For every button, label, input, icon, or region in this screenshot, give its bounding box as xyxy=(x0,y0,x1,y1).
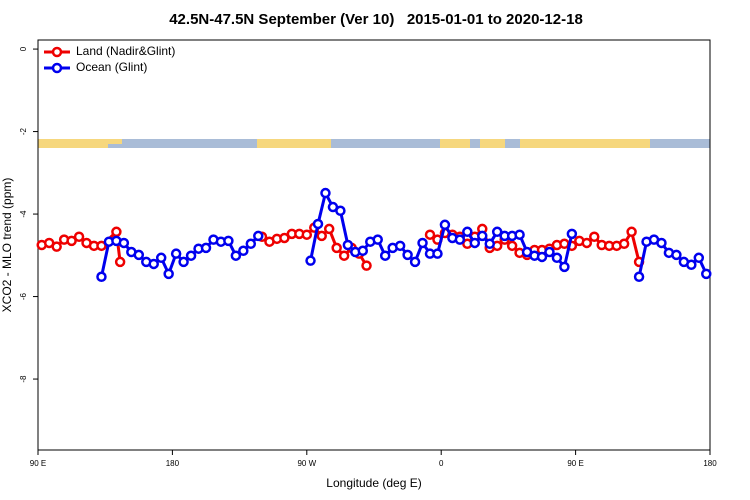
point xyxy=(544,246,555,258)
point xyxy=(432,248,443,259)
point xyxy=(96,240,107,252)
point xyxy=(566,228,578,240)
series-line xyxy=(99,188,708,278)
point xyxy=(484,238,495,250)
point xyxy=(394,240,406,252)
chart-title: 42.5N-47.5N September (Ver 10) 2015-01-0… xyxy=(169,11,583,28)
point xyxy=(626,226,637,238)
point xyxy=(335,205,346,217)
x-tick-label: 180 xyxy=(703,459,717,468)
point xyxy=(253,230,264,242)
point xyxy=(581,237,593,249)
point xyxy=(279,232,290,244)
y-tick-label: 0 xyxy=(19,46,28,51)
legend-label: Land (Nadir&Glint) xyxy=(76,44,175,58)
point xyxy=(185,250,197,261)
point xyxy=(323,223,335,235)
x-axis-label: Longitude (deg E) xyxy=(326,476,421,490)
point xyxy=(491,226,503,238)
point xyxy=(361,260,372,271)
legend-marker xyxy=(51,46,63,58)
point xyxy=(66,235,77,247)
y-tick-label: -2 xyxy=(19,127,28,135)
point xyxy=(338,250,350,261)
point xyxy=(462,226,473,238)
y-tick-label: -4 xyxy=(19,210,28,218)
point xyxy=(230,250,242,261)
point xyxy=(133,249,145,261)
legend-label: Ocean (Glint) xyxy=(76,60,147,74)
point xyxy=(148,258,159,270)
point xyxy=(155,252,167,264)
point xyxy=(536,251,548,263)
point xyxy=(178,256,189,268)
point xyxy=(301,229,313,240)
point xyxy=(342,239,354,251)
point xyxy=(551,252,563,264)
x-tick-label: 180 xyxy=(166,459,180,468)
point xyxy=(96,271,107,283)
point xyxy=(559,261,570,273)
point xyxy=(618,238,630,250)
point xyxy=(469,237,481,249)
point xyxy=(589,231,600,243)
point xyxy=(372,234,383,245)
x-tick-label: 0 xyxy=(439,459,444,468)
point xyxy=(701,268,712,280)
point xyxy=(51,241,62,252)
point xyxy=(477,230,488,242)
point xyxy=(686,259,697,271)
x-tick-label: 90 W xyxy=(297,459,316,468)
point xyxy=(245,238,257,250)
point xyxy=(379,250,391,261)
point xyxy=(409,256,421,268)
point xyxy=(73,231,85,243)
legend-marker xyxy=(51,62,63,74)
point xyxy=(111,226,122,238)
point xyxy=(454,234,466,245)
point xyxy=(331,242,342,254)
map-strip xyxy=(38,139,710,148)
point xyxy=(514,229,525,240)
point xyxy=(417,237,428,249)
point xyxy=(114,256,126,268)
point xyxy=(320,187,331,199)
point xyxy=(656,237,667,249)
point xyxy=(238,245,249,257)
point xyxy=(506,240,518,252)
point xyxy=(170,248,182,259)
y-tick-label: -6 xyxy=(19,292,28,300)
point xyxy=(357,245,369,257)
point xyxy=(305,255,316,266)
point xyxy=(402,249,413,261)
point xyxy=(633,271,645,283)
point xyxy=(163,268,174,280)
y-tick-label: -8 xyxy=(19,375,28,383)
x-tick-label: 90 E xyxy=(567,459,583,468)
point xyxy=(223,235,234,247)
x-tick-label: 90 E xyxy=(30,459,46,468)
point xyxy=(693,252,705,264)
point xyxy=(200,242,212,254)
y-axis-label: XCO2 - MLO trend (ppm) xyxy=(0,178,14,313)
point xyxy=(439,219,451,231)
point xyxy=(316,230,327,242)
point xyxy=(312,218,324,230)
point xyxy=(671,249,682,261)
point xyxy=(424,229,436,240)
point xyxy=(118,237,130,249)
